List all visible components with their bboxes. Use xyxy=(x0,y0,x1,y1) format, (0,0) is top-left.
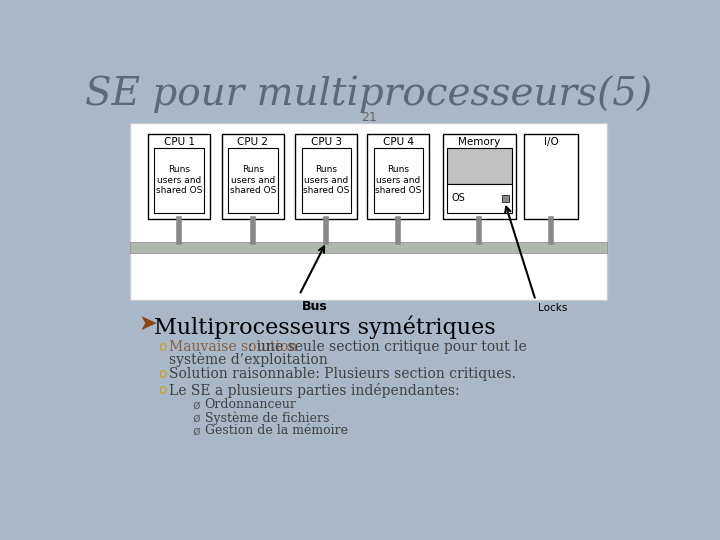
Text: Mauvaise solution: Mauvaise solution xyxy=(169,340,297,354)
Text: ➤: ➤ xyxy=(138,314,157,334)
Bar xyxy=(228,148,277,213)
Text: Gestion de la mémoire: Gestion de la mémoire xyxy=(204,424,348,437)
Text: o: o xyxy=(158,367,167,381)
Text: Runs
users and
shared OS: Runs users and shared OS xyxy=(230,165,276,195)
Text: ø: ø xyxy=(192,398,200,411)
Bar xyxy=(374,148,423,213)
Bar xyxy=(367,134,429,219)
Text: CPU 3: CPU 3 xyxy=(311,137,342,147)
Text: o: o xyxy=(158,340,167,354)
Text: ø: ø xyxy=(192,424,200,437)
Text: Ordonnanceur: Ordonnanceur xyxy=(204,398,297,411)
Bar xyxy=(446,184,513,213)
Text: I/O: I/O xyxy=(544,137,559,147)
Bar xyxy=(148,134,210,219)
Text: Bus: Bus xyxy=(302,300,328,313)
Text: Système de fichiers: Système de fichiers xyxy=(204,411,329,425)
Text: Locks: Locks xyxy=(538,303,567,313)
Bar xyxy=(295,134,357,219)
Bar xyxy=(130,242,607,253)
Text: Runs
users and
shared OS: Runs users and shared OS xyxy=(156,165,202,195)
Text: o: o xyxy=(158,383,167,397)
Text: système d’exploitation: système d’exploitation xyxy=(169,352,328,367)
Text: Memory: Memory xyxy=(459,137,500,147)
Text: : une seule section critique pour tout le: : une seule section critique pour tout l… xyxy=(248,340,527,354)
Text: Multiprocesseurs symétriques: Multiprocesseurs symétriques xyxy=(153,315,495,339)
Bar xyxy=(302,148,351,213)
Text: Solution raisonnable: Plusieurs section critiques.: Solution raisonnable: Plusieurs section … xyxy=(169,367,516,381)
Text: OS: OS xyxy=(451,193,465,203)
Bar xyxy=(446,148,513,184)
Text: 21: 21 xyxy=(361,111,377,124)
Text: Runs
users and
shared OS: Runs users and shared OS xyxy=(375,165,422,195)
Text: CPU 1: CPU 1 xyxy=(163,137,194,147)
Bar xyxy=(524,134,578,219)
Bar xyxy=(443,134,516,219)
Bar xyxy=(130,123,607,300)
Text: Le SE a plusieurs parties indépendantes:: Le SE a plusieurs parties indépendantes: xyxy=(169,383,459,398)
Bar xyxy=(502,195,508,202)
Bar xyxy=(154,148,204,213)
Text: ø: ø xyxy=(192,411,200,424)
Text: CPU 2: CPU 2 xyxy=(238,137,269,147)
Text: CPU 4: CPU 4 xyxy=(383,137,414,147)
Bar xyxy=(222,134,284,219)
Text: Runs
users and
shared OS: Runs users and shared OS xyxy=(303,165,350,195)
Text: SE pour multiprocesseurs(5): SE pour multiprocesseurs(5) xyxy=(86,75,652,113)
